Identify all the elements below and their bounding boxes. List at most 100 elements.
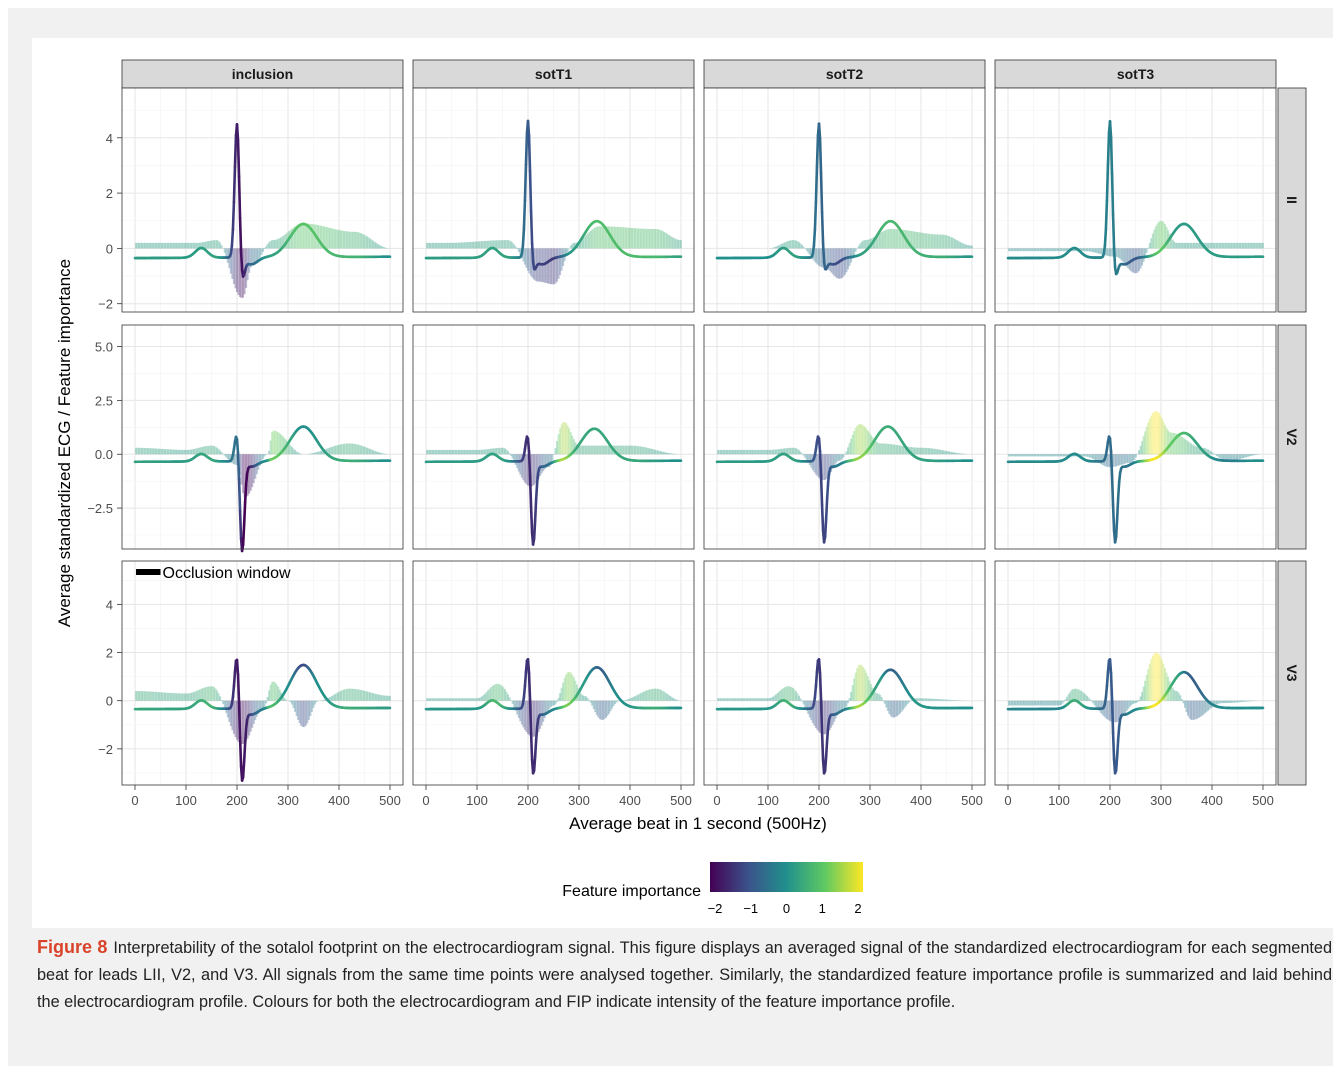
panel-V2-sotT3 — [994, 324, 1277, 550]
fip-area-slice — [1017, 700, 1020, 706]
fip-area-slice — [490, 240, 493, 249]
fip-area-slice — [605, 445, 607, 455]
fip-area-slice — [1127, 248, 1130, 269]
fip-area-slice — [444, 698, 447, 701]
fip-area-slice — [461, 449, 464, 455]
fip-area-slice — [650, 448, 653, 455]
fip-area-slice — [1252, 454, 1255, 456]
ecg-line-segment — [1104, 199, 1109, 231]
fip-area-slice — [1139, 445, 1142, 455]
fip-area-slice — [928, 233, 931, 249]
fip-area-slice — [1226, 454, 1229, 461]
fip-area-slice — [920, 232, 923, 249]
fip-area-slice — [801, 244, 804, 249]
fip-area-slice — [239, 248, 241, 298]
fip-area-slice — [361, 690, 364, 701]
x-tick-label: 300 — [277, 793, 299, 808]
fip-area-slice — [382, 695, 385, 701]
ecg-line-segment — [826, 471, 831, 484]
fip-area-slice — [1191, 444, 1194, 455]
fip-area-slice — [911, 231, 914, 249]
fip-area-slice — [291, 700, 293, 705]
fip-area-slice — [522, 454, 525, 481]
y-tick-label: 2 — [106, 186, 113, 201]
fip-area-slice — [283, 234, 286, 249]
fip-area-slice — [1257, 242, 1260, 249]
fip-area-slice — [465, 698, 468, 701]
fip-area-slice — [170, 242, 173, 249]
facet-row-label: II — [1284, 196, 1300, 204]
fip-area-slice — [952, 452, 955, 455]
fip-area-slice — [1122, 454, 1125, 464]
fip-area-slice — [609, 700, 612, 712]
fip-area-slice — [601, 226, 604, 249]
fip-area-slice — [926, 233, 929, 249]
fip-area-slice — [830, 248, 833, 273]
fip-area-slice — [673, 698, 676, 701]
fip-area-slice — [615, 445, 618, 455]
fip-area-slice — [629, 698, 632, 701]
fip-area-slice — [202, 446, 205, 455]
fip-area-slice — [470, 449, 473, 455]
fip-area-slice — [735, 698, 738, 701]
fip-area-slice — [353, 231, 356, 249]
fip-area-slice — [862, 666, 865, 701]
fip-area-slice — [902, 700, 905, 710]
fip-area-slice — [749, 698, 752, 701]
fip-area-slice — [649, 448, 652, 455]
fip-area-slice — [788, 240, 791, 249]
fip-area-slice — [964, 244, 967, 249]
fip-area-slice — [1159, 415, 1162, 455]
fip-area-slice — [1008, 454, 1010, 457]
fip-area-slice — [312, 700, 315, 708]
fip-area-slice — [899, 229, 901, 249]
fip-area-slice — [556, 700, 558, 702]
fip-area-slice — [148, 691, 151, 701]
fip-area-slice — [606, 700, 609, 716]
ecg-line-segment — [813, 200, 818, 232]
fip-area-slice — [1082, 248, 1085, 252]
fip-area-slice — [778, 691, 781, 701]
fip-area-slice — [594, 445, 597, 455]
fip-area-slice — [468, 241, 471, 249]
fip-area-slice — [840, 248, 843, 279]
fip-area-slice — [915, 447, 918, 455]
fip-area-slice — [918, 447, 921, 455]
fip-area-slice — [272, 681, 275, 701]
fip-area-slice — [478, 449, 480, 455]
fip-area-slice — [450, 698, 453, 701]
fip-area-slice — [1055, 700, 1058, 706]
fip-area-slice — [159, 692, 162, 701]
fip-area-slice — [444, 449, 447, 455]
fip-area-slice — [197, 242, 200, 249]
fip-area-slice — [563, 678, 566, 701]
fip-area-slice — [502, 447, 505, 455]
fip-area-slice — [381, 246, 384, 249]
fip-area-slice — [1243, 242, 1246, 249]
fip-area-slice — [863, 240, 866, 249]
ecg-line-segment — [815, 134, 820, 168]
fip-area-slice — [200, 447, 203, 455]
fip-area-slice — [332, 695, 335, 701]
fip-area-slice — [1037, 248, 1039, 252]
fip-area-slice — [341, 690, 344, 701]
fip-area-slice — [1066, 454, 1069, 457]
fip-area-slice — [312, 453, 315, 455]
ecg-line-segment — [825, 480, 830, 500]
fip-area-slice — [479, 449, 482, 455]
fip-area-slice — [507, 694, 510, 701]
fip-area-slice — [839, 454, 842, 461]
fip-area-slice — [378, 452, 381, 455]
fip-area-slice — [145, 242, 148, 249]
fip-area-slice — [1061, 700, 1064, 704]
fip-area-slice — [376, 243, 379, 249]
fip-area-slice — [831, 700, 834, 725]
fip-area-slice — [482, 449, 485, 455]
fip-area-slice — [1072, 248, 1075, 252]
fip-area-slice — [138, 691, 140, 701]
fip-area-slice — [726, 698, 729, 701]
fip-area-slice — [499, 447, 502, 455]
fip-area-slice — [655, 450, 658, 455]
y-tick-label: −2.5 — [87, 501, 113, 516]
x-tick-label: 400 — [619, 793, 641, 808]
